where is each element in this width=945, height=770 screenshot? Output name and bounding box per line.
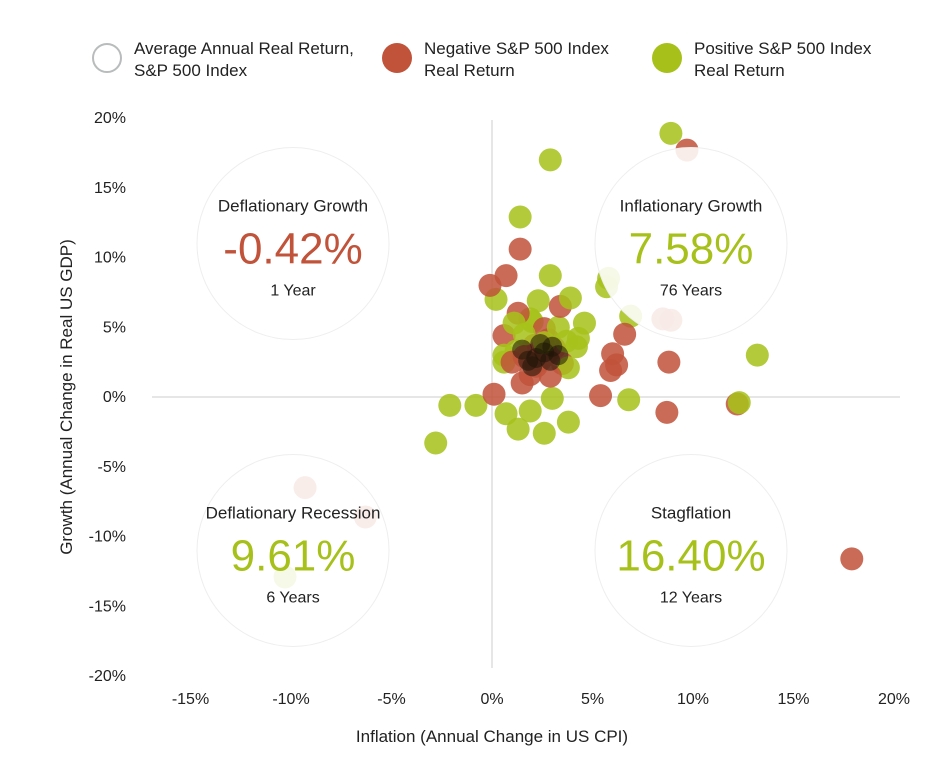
- dense-cluster-point: [548, 345, 569, 366]
- x-axis-title: Inflation (Annual Change in US CPI): [356, 727, 628, 746]
- quadrant-years: 6 Years: [266, 589, 319, 606]
- x-tick-label: 0%: [480, 691, 503, 708]
- quadrant-summary: Inflationary Growth 7.58% 76 Years: [594, 147, 788, 341]
- y-tick-label: -20%: [89, 668, 126, 685]
- quadrant-title: Stagflation: [651, 503, 731, 522]
- legend-swatch-negative: [382, 43, 412, 73]
- y-tick-label: 10%: [94, 250, 126, 267]
- y-tick-label: 15%: [94, 180, 126, 197]
- quadrant-return-value: 7.58%: [629, 225, 754, 274]
- positive-return-point: [727, 391, 751, 415]
- quadrant-circle: [594, 147, 788, 341]
- y-axis-title: Growth (Annual Change in Real US GDP): [57, 239, 76, 555]
- y-tick-label: 20%: [94, 110, 126, 127]
- quadrant-title: Inflationary Growth: [620, 197, 763, 216]
- legend-item-average: Average Annual Real Return, S&P 500 Inde…: [92, 38, 364, 82]
- negative-return-point: [589, 384, 613, 408]
- positive-return-point: [438, 393, 462, 417]
- legend: Average Annual Real Return, S&P 500 Inde…: [0, 38, 945, 98]
- positive-return-point: [464, 393, 488, 417]
- negative-return-point: [508, 237, 532, 261]
- positive-return-point: [508, 205, 532, 229]
- x-tick-label: -15%: [172, 691, 209, 708]
- positive-return-point: [546, 315, 570, 339]
- dense-cluster-point: [512, 339, 533, 360]
- negative-return-point: [613, 322, 637, 346]
- positive-return-point: [538, 148, 562, 172]
- y-tick-label: -10%: [89, 529, 126, 546]
- quadrant-years: 12 Years: [660, 589, 722, 606]
- y-tick-label: 5%: [103, 319, 126, 336]
- negative-return-point: [478, 273, 502, 297]
- positive-return-point: [540, 386, 564, 410]
- positive-return-point: [556, 410, 580, 434]
- negative-return-point: [657, 350, 681, 374]
- quadrant-summary: Deflationary Growth -0.42% 1 Year: [196, 147, 390, 341]
- legend-label-average: Average Annual Real Return, S&P 500 Inde…: [134, 39, 354, 80]
- y-tick-label: -15%: [89, 598, 126, 615]
- positive-return-point: [518, 399, 542, 423]
- legend-item-positive: Positive S&P 500 Index Real Return: [652, 38, 924, 82]
- quadrant-summary: Deflationary Recession 9.61% 6 Years: [196, 453, 390, 647]
- negative-return-point: [601, 342, 625, 366]
- legend-item-negative: Negative S&P 500 Index Real Return: [382, 38, 654, 82]
- x-tick-label: -10%: [272, 691, 309, 708]
- negative-return-point: [510, 371, 534, 395]
- y-tick-label: 0%: [103, 389, 126, 406]
- positive-return-point: [745, 343, 769, 367]
- dense-cluster-point: [522, 356, 543, 377]
- quadrant-title: Deflationary Recession: [206, 503, 381, 522]
- quadrant-return-value: 9.61%: [231, 531, 356, 580]
- x-tick-label: 15%: [777, 691, 809, 708]
- positive-return-point: [659, 121, 683, 145]
- positive-return-point: [532, 421, 556, 445]
- quadrant-return-value: 16.40%: [616, 531, 765, 580]
- negative-return-point: [655, 400, 679, 424]
- quadrant-years: 1 Year: [270, 283, 316, 300]
- positive-return-point: [538, 264, 562, 288]
- x-tick-label: 20%: [878, 691, 910, 708]
- quadrant-circle: [196, 453, 390, 647]
- positive-return-point: [558, 286, 582, 310]
- y-tick-label: -5%: [98, 459, 126, 476]
- negative-return-point: [599, 358, 623, 382]
- x-tick-label: 5%: [581, 691, 604, 708]
- quadrant-summary: Stagflation 16.40% 12 Years: [594, 453, 788, 647]
- positive-return-point: [512, 322, 536, 346]
- x-tick-label: -5%: [377, 691, 405, 708]
- dense-cluster-point: [530, 333, 551, 354]
- quadrant-circle: [196, 147, 390, 341]
- positive-return-point: [424, 431, 448, 455]
- negative-return-point: [482, 382, 506, 406]
- quadrant-return-value: -0.42%: [223, 225, 362, 274]
- legend-label-negative: Negative S&P 500 Index Real Return: [424, 39, 609, 80]
- positive-return-point: [506, 417, 530, 441]
- legend-swatch-positive: [652, 43, 682, 73]
- negative-return-point: [840, 547, 864, 571]
- legend-swatch-average: [92, 43, 122, 73]
- quadrant-title: Deflationary Growth: [218, 197, 368, 216]
- positive-return-point: [526, 289, 550, 313]
- negative-return-point: [538, 364, 562, 388]
- legend-label-positive: Positive S&P 500 Index Real Return: [694, 39, 872, 80]
- quadrant-circle: [594, 453, 788, 647]
- positive-return-point: [572, 311, 596, 335]
- quadrant-years: 76 Years: [660, 283, 722, 300]
- x-tick-label: 10%: [677, 691, 709, 708]
- positive-return-point: [617, 388, 641, 412]
